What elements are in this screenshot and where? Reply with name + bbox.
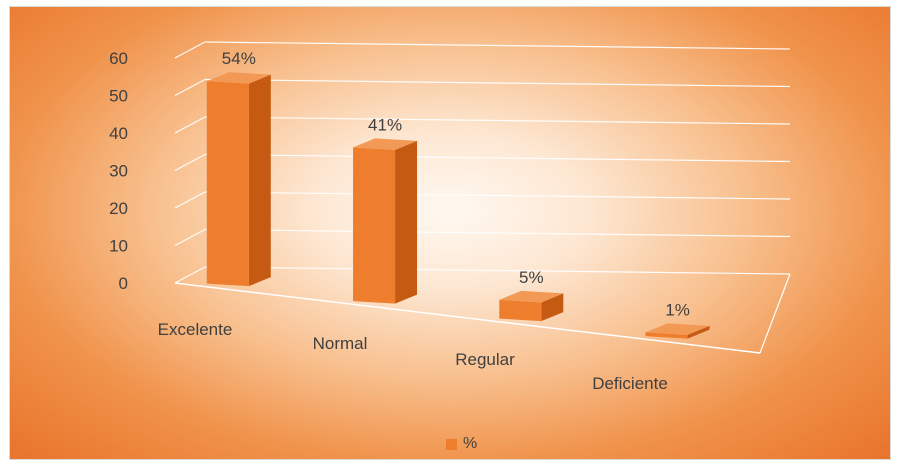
gridline-side [174,41,206,59]
gridline-side [174,191,206,209]
data-label: 1% [665,300,690,319]
gridline [204,116,791,125]
data-label: 54% [222,49,256,68]
bar-top-face [499,290,564,303]
bar [353,147,396,304]
x-tick-label: Normal [313,334,368,353]
bar [499,299,542,322]
gridline [204,191,791,200]
floor-front-edge [174,282,761,354]
gridline-side [174,153,206,172]
gridline [204,266,791,275]
gridline-side [174,228,206,247]
floor-right-edge [759,273,791,354]
bar-chart-3d: 0 10 20 30 40 50 60 54% Excelente 41% Normal 5% Regu… [109,41,791,393]
legend-swatch [446,438,457,450]
y-tick-label: 30 [109,162,128,181]
bar-top-face [206,72,271,84]
x-tick-label: Deficiente [592,374,668,393]
y-tick-label: 10 [109,237,128,256]
data-label: 41% [368,115,402,134]
legend-label: % [463,435,478,452]
legend: % [446,435,477,453]
bar [206,81,249,287]
bar [645,332,688,339]
gridline [204,78,791,88]
gridline [204,153,791,163]
y-tick-label: 60 [109,49,128,68]
data-label: 5% [519,268,544,287]
gridline [204,41,791,50]
gridline-side [174,266,206,284]
chart-area: 0 10 20 30 40 50 60 54% Excelente 41% Normal 5% Regu… [9,6,891,460]
y-tick-label: 20 [109,199,128,218]
bar-top-face [353,138,418,150]
bar-top-face [645,323,710,335]
y-tick-label: 50 [109,87,128,106]
y-tick-label: 0 [119,274,128,293]
y-tick-label: 40 [109,124,128,143]
x-tick-label: Regular [455,350,515,369]
gridline [204,228,791,238]
gridline-side [174,78,206,97]
bar-side-face [541,293,564,322]
bar-side-face [248,74,271,287]
gridline-side [174,116,206,134]
x-tick-label: Excelente [158,320,233,339]
bar-side-face [395,140,418,304]
bar-side-face [687,325,710,339]
